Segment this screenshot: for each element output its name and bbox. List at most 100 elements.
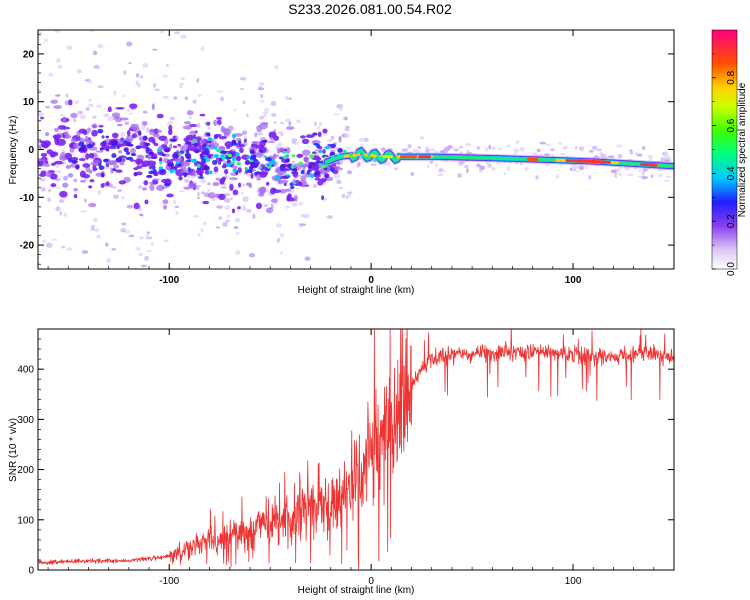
spectrogram-noise-blob	[578, 165, 585, 171]
spectrogram-energy-blob	[40, 152, 48, 157]
spectrogram-noise-blob	[417, 146, 422, 149]
snr-y-label: SNR (10 * v/v)	[8, 418, 19, 482]
spectrogram-peak-spot	[309, 154, 315, 159]
spectrogram-energy-blob	[301, 138, 310, 145]
spectrogram-energy-blob	[100, 183, 105, 189]
spectrogram-core-blob	[278, 156, 284, 160]
spectrogram-core-blob	[205, 152, 209, 155]
spectrogram-energy-blob	[133, 167, 139, 171]
spectrogram-noise-blob	[93, 64, 101, 70]
spectrogram-peak-spot	[192, 158, 197, 163]
spectrogram-noise-blob	[223, 182, 227, 187]
spectrogram-noise-blob	[124, 121, 130, 126]
spectrogram-noise-blob	[298, 201, 303, 206]
spectrogram-core-blob	[259, 149, 263, 153]
spectrogram-noise-blob	[556, 174, 560, 179]
spectrogram-energy-blob	[131, 133, 138, 139]
spectrogram-noise-blob	[458, 146, 464, 149]
spectrogram-energy-blob	[223, 128, 232, 136]
spectrogram-noise-blob	[150, 242, 154, 247]
spectrogram-noise-blob	[304, 256, 311, 261]
spectrogram-noise-blob	[425, 148, 430, 153]
spectrogram-noise-blob	[222, 221, 229, 227]
spectrogram-core-blob	[185, 155, 192, 160]
spectrogram-peak-spot	[271, 160, 276, 164]
spectrogram-energy-blob	[162, 204, 168, 210]
spectrogram-noise-blob	[113, 194, 120, 199]
spectrogram-noise-blob	[196, 77, 200, 83]
spectrogram-noise-blob	[574, 145, 578, 150]
spectrogram-noise-blob	[147, 236, 153, 240]
spectrogram-noise-blob	[658, 173, 663, 178]
spectrogram-energy-blob	[239, 147, 244, 153]
spectrogram-energy-blob	[213, 119, 218, 127]
spectrogram-peak-spot	[249, 159, 254, 163]
spectrogram-core-blob	[81, 144, 87, 149]
spectrogram-noise-blob	[201, 191, 205, 195]
spectrogram-energy-blob	[279, 188, 288, 194]
spectrogram-energy-blob	[55, 94, 61, 97]
spectrogram-energy-blob	[237, 167, 242, 174]
spectrogram-noise-blob	[38, 31, 43, 35]
spectrogram-core-blob	[201, 151, 207, 155]
spectrogram-noise-blob	[339, 186, 343, 189]
colorbar-strip	[711, 29, 738, 270]
spectrogram-noise-blob	[163, 239, 169, 243]
spectrogram-noise-blob	[626, 173, 634, 177]
spectrogram-peak-spot	[212, 146, 218, 150]
spectrogram-noise-blob	[330, 135, 335, 140]
spectrogram-noise-blob	[410, 171, 415, 176]
spectrogram-energy-blob	[118, 150, 123, 154]
spectrogram-noise-blob	[288, 97, 292, 100]
spectrogram-core-blob	[116, 145, 120, 150]
spectrogram-peak-spot	[205, 144, 210, 149]
spectrogram-peak-spot	[309, 174, 315, 178]
spectrogram-core-blob	[145, 146, 150, 152]
spectrogram-core-blob	[218, 157, 223, 162]
spectrogram-noise-blob	[443, 169, 446, 173]
spectrogram-noise-blob	[180, 34, 187, 39]
spectrogram-energy-blob	[44, 132, 50, 137]
spectrogram-noise-blob	[535, 175, 539, 180]
spectrogram-noise-blob	[125, 230, 130, 234]
spectrogram-noise-blob	[63, 212, 68, 217]
spectrogram-noise-blob	[562, 145, 568, 150]
spectrogram-energy-blob	[201, 139, 207, 143]
spectrogram-energy-blob	[280, 179, 289, 184]
spectrogram-noise-blob	[363, 137, 369, 142]
spectrogram-energy-blob	[89, 179, 95, 183]
spectrogram-noise-blob	[536, 148, 541, 153]
spectrogram-ridge-spot	[379, 156, 384, 161]
spectrogram-energy-blob	[294, 180, 301, 187]
spectrogram-energy-blob	[248, 183, 252, 189]
spectrogram-noise-blob	[84, 198, 87, 203]
spectrogram-energy-blob	[63, 131, 69, 136]
spectrogram-noise-blob	[270, 203, 274, 209]
spectrogram-noise-blob	[452, 148, 460, 151]
spectrogram-peak-spot	[225, 163, 231, 167]
spectrogram-noise-blob	[137, 82, 141, 88]
spectrogram-noise-blob	[215, 226, 221, 229]
spectrogram-energy-blob	[285, 126, 295, 130]
spectrogram-energy-blob	[259, 171, 268, 178]
spectrogram-marks	[38, 30, 674, 268]
spectrogram-noise-blob	[270, 113, 277, 117]
spectrogram-peak-spot	[282, 151, 288, 154]
spectrogram-noise-blob	[166, 121, 173, 127]
spectrogram-energy-blob	[45, 171, 52, 178]
spectrogram-energy-blob	[88, 152, 95, 159]
spectrogram-core-blob	[97, 128, 104, 134]
spectrogram-core-blob	[289, 182, 294, 186]
spectrogram-noise-blob	[57, 64, 63, 69]
spectrogram-energy-blob	[220, 125, 225, 132]
spectrogram-y-tick-label-0: -20	[20, 241, 35, 252]
spectrogram-energy-blob	[266, 181, 270, 186]
spectrogram-noise-blob	[539, 141, 546, 145]
spectrogram-core-blob	[195, 149, 199, 154]
spectrogram-noise-blob	[412, 148, 418, 153]
spectrogram-noise-blob	[636, 153, 643, 157]
spectrogram-noise-blob	[173, 31, 180, 34]
spectrogram-noise-blob	[162, 95, 169, 99]
spectrogram-energy-blob	[168, 124, 173, 132]
spectrogram-noise-blob	[179, 82, 185, 86]
